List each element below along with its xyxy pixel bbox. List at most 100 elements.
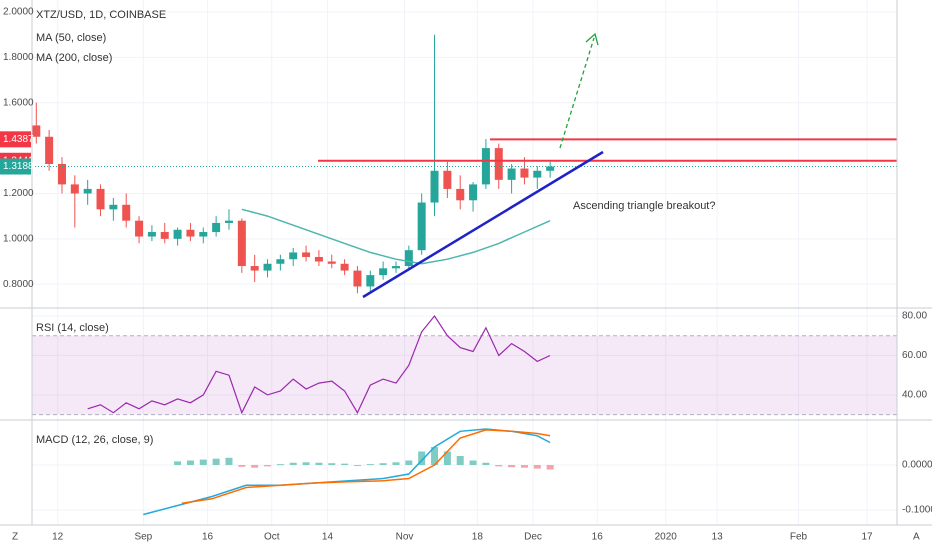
candle-body: [160, 232, 169, 239]
y-tick-label: 1.8000: [3, 52, 34, 63]
x-tick-label: Oct: [264, 532, 280, 543]
price-label: 1.4387: [3, 134, 34, 145]
grid: [32, 0, 897, 525]
x-tick-label: Feb: [790, 532, 808, 543]
annotation[interactable]: Ascending triangle breakout?: [573, 200, 715, 212]
macd-histogram-bar: [225, 457, 233, 466]
x-tick-label: 17: [861, 532, 873, 543]
candle-body: [302, 252, 311, 257]
candle-body: [276, 259, 285, 264]
candle-body: [443, 170, 452, 189]
macd-line: [181, 429, 551, 505]
candle-body: [32, 125, 41, 137]
candle-body: [250, 266, 259, 271]
y-tick-label: 2.0000: [3, 7, 34, 18]
candle-body: [199, 232, 208, 237]
pane-title: RSI (14, close): [36, 322, 109, 334]
macd-histogram-bar: [508, 465, 516, 468]
candle-body: [494, 148, 503, 180]
macd-histogram-bar: [546, 465, 554, 470]
x-tick-label: 14: [322, 532, 334, 543]
candle-body: [186, 229, 195, 237]
y-tick-label: 60.00: [902, 350, 927, 361]
candle-body: [263, 263, 272, 271]
macd-histogram-bar: [379, 463, 387, 466]
macd-histogram-bar: [495, 465, 503, 467]
candle-body: [173, 229, 182, 239]
price-label-box: [0, 131, 31, 148]
macd-histogram-bar: [315, 462, 323, 466]
macd-histogram-bar: [418, 451, 426, 466]
breakout-arrow[interactable]: [559, 37, 595, 149]
macd-histogram-bar: [251, 465, 259, 468]
candle-body: [57, 163, 66, 185]
price-label-box: [0, 158, 31, 175]
candle-body: [379, 268, 388, 276]
macd-histogram-bar: [392, 462, 400, 466]
x-tick-label: 16: [592, 532, 604, 543]
y-tick-label: 0.0000: [902, 460, 932, 471]
macd-histogram-bar: [482, 462, 490, 466]
x-tick-label: 13: [712, 532, 724, 543]
macd-histogram-bar: [469, 460, 477, 466]
candle-body: [520, 168, 529, 178]
x-tick-label: 12: [52, 532, 64, 543]
candle-body: [96, 188, 105, 210]
legend-item: MA (200, close): [36, 52, 112, 64]
macd-histogram-bar: [174, 461, 182, 466]
candle-body: [237, 220, 246, 267]
rsi-band: [32, 335, 897, 415]
price-label: 1.3188: [3, 161, 34, 172]
candle-body: [430, 170, 439, 203]
macd-histogram-bar: [366, 464, 374, 466]
macd-histogram-bar: [443, 451, 451, 466]
macd-histogram-bar: [520, 465, 528, 468]
y-tick-label: 1.2000: [3, 188, 34, 199]
candle-body: [327, 261, 336, 264]
candle-body: [122, 204, 131, 221]
macd-histogram-bar: [431, 447, 439, 466]
candle-body: [404, 250, 413, 267]
x-tick-label: 2020: [655, 532, 678, 543]
macd-histogram-bar: [212, 458, 220, 466]
macd-histogram-bar: [264, 465, 272, 467]
x-tick-label: Dec: [524, 532, 542, 543]
macd-histogram-bar: [328, 463, 336, 466]
candle-body: [147, 232, 156, 237]
candle-body: [83, 188, 92, 194]
candle-body: [507, 168, 516, 180]
trend-line[interactable]: [362, 150, 604, 299]
symbol-title: XTZ/USD, 1D, COINBASE: [36, 9, 166, 21]
candle-body: [533, 170, 542, 178]
y-tick-label: 1.6000: [3, 97, 34, 108]
toolbar-button[interactable]: A: [913, 532, 920, 543]
x-tick-label: Nov: [396, 532, 414, 543]
candle-body: [70, 184, 79, 194]
arrow-head: [585, 32, 599, 46]
macd-histogram-bar: [533, 465, 541, 469]
candle-body: [212, 222, 221, 233]
macd-histogram-bar: [405, 460, 413, 466]
macd-histogram-bar: [199, 459, 207, 466]
toolbar-button[interactable]: Z: [12, 532, 18, 543]
macd-histogram-bar: [289, 462, 297, 466]
y-tick-label: 40.00: [902, 390, 927, 401]
pane-title: MACD (12, 26, close, 9): [36, 434, 153, 446]
legend-item: MA (50, close): [36, 32, 106, 44]
y-tick-label: 1.0000: [3, 233, 34, 244]
candle-body: [289, 252, 298, 260]
candle-body: [135, 220, 144, 237]
candle-body: [45, 136, 54, 164]
candle-body: [340, 263, 349, 271]
macd-histogram-bar: [302, 462, 310, 466]
x-tick-label: 16: [202, 532, 214, 543]
rsi-line: [87, 314, 551, 415]
candle-body: [314, 256, 323, 262]
candle-body: [417, 202, 426, 251]
macd-histogram-bar: [353, 465, 361, 467]
candle-body: [456, 188, 465, 201]
marks: [32, 34, 897, 516]
